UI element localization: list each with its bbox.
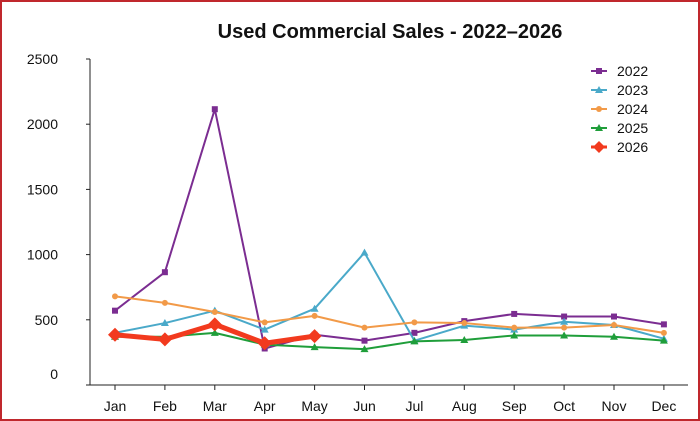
data-point-2024 <box>361 324 368 331</box>
series-2024 <box>112 293 667 336</box>
legend-marker-2023 <box>595 86 603 93</box>
data-point-2026 <box>257 336 272 351</box>
data-point-2024 <box>261 319 268 326</box>
x-tick-label: Nov <box>602 398 627 414</box>
y-tick-label: 2000 <box>27 116 58 132</box>
data-point-2025 <box>610 332 618 340</box>
data-point-2024 <box>161 299 168 306</box>
axes: 0 500 1000 1500 2000 2500 Jan Feb Mar Apr May Jun Ju… <box>27 51 688 414</box>
data-point-2022 <box>112 307 118 314</box>
legend-item-2022: 2022 <box>591 63 648 79</box>
x-tick-label: Apr <box>254 398 276 414</box>
series-line-2025 <box>115 331 664 351</box>
data-point-2022 <box>611 313 617 320</box>
x-tick-label: Aug <box>452 398 477 414</box>
data-point-2024 <box>561 324 568 331</box>
data-point-2026 <box>307 329 322 344</box>
data-point-2022 <box>511 310 518 317</box>
data-point-2022 <box>211 106 218 113</box>
data-point-2023 <box>360 248 369 256</box>
data-point-2025 <box>210 328 219 336</box>
x-tick-label: Feb <box>153 398 177 414</box>
series-line-2023 <box>114 251 665 342</box>
data-point-2025 <box>510 331 519 339</box>
legend-marker-2026 <box>593 141 605 153</box>
legend-label-2022: 2022 <box>617 63 648 79</box>
x-tick-label: Sep <box>502 398 527 414</box>
legend-marker-2024 <box>596 106 602 112</box>
legend-item-2023: 2023 <box>591 82 648 98</box>
data-point-2023 <box>310 304 319 312</box>
y-tick-label: 1000 <box>27 247 58 263</box>
x-tick-label: Dec <box>651 398 676 414</box>
data-point-2022 <box>561 313 568 320</box>
data-point-2026 <box>157 332 172 347</box>
data-point-2025 <box>360 345 369 353</box>
data-point-2022 <box>361 337 368 344</box>
series-2026 <box>108 317 322 351</box>
legend-marker-2022 <box>596 68 602 74</box>
data-point-2025 <box>310 343 319 351</box>
legend-item-2026: 2026 <box>591 139 648 155</box>
data-point-2026 <box>108 327 122 342</box>
x-tick-label: Jun <box>353 398 376 414</box>
data-point-2024 <box>461 320 468 327</box>
data-point-2024 <box>211 308 218 315</box>
x-tick-label: Oct <box>553 398 575 414</box>
legend-label-2026: 2026 <box>617 139 648 155</box>
series-layer <box>108 106 668 353</box>
data-point-2024 <box>411 319 418 326</box>
data-point-2022 <box>161 269 168 276</box>
data-point-2025 <box>460 336 469 344</box>
data-point-2025 <box>410 337 419 345</box>
data-point-2024 <box>112 293 118 300</box>
data-point-2023 <box>560 317 569 325</box>
legend-label-2025: 2025 <box>617 120 648 136</box>
data-point-2022 <box>411 329 418 336</box>
legend-label-2023: 2023 <box>617 82 648 98</box>
data-point-2024 <box>511 324 518 331</box>
data-point-2024 <box>611 322 617 329</box>
x-tick-label: Jul <box>405 398 423 414</box>
series-2022 <box>112 106 667 352</box>
data-point-2026 <box>207 317 222 332</box>
series-line-2022 <box>114 108 665 350</box>
y-tick-label: 0 <box>50 366 58 382</box>
data-point-2025 <box>659 336 668 344</box>
chart-title: Used Commercial Sales - 2022–2026 <box>218 21 563 43</box>
legend-item-2025: 2025 <box>591 120 648 136</box>
legend-label-2024: 2024 <box>617 101 648 117</box>
data-point-2024 <box>311 312 318 319</box>
x-tick-label: May <box>301 398 327 414</box>
data-point-2023 <box>160 319 169 327</box>
y-tick-label: 1500 <box>27 181 58 197</box>
legend-marker-2025 <box>595 124 603 131</box>
y-tick-label: 2500 <box>27 51 58 67</box>
y-tick-label: 500 <box>35 312 59 328</box>
x-tick-label: Mar <box>203 398 227 414</box>
series-line-2024 <box>114 295 665 334</box>
legend: 2022 2023 2024 2025 2026 <box>591 63 648 155</box>
legend-item-2024: 2024 <box>591 101 648 117</box>
data-point-2022 <box>660 321 667 328</box>
data-point-2023 <box>260 325 269 333</box>
data-point-2024 <box>660 329 667 336</box>
x-tick-label: Jan <box>104 398 127 414</box>
data-point-2025 <box>560 331 569 339</box>
